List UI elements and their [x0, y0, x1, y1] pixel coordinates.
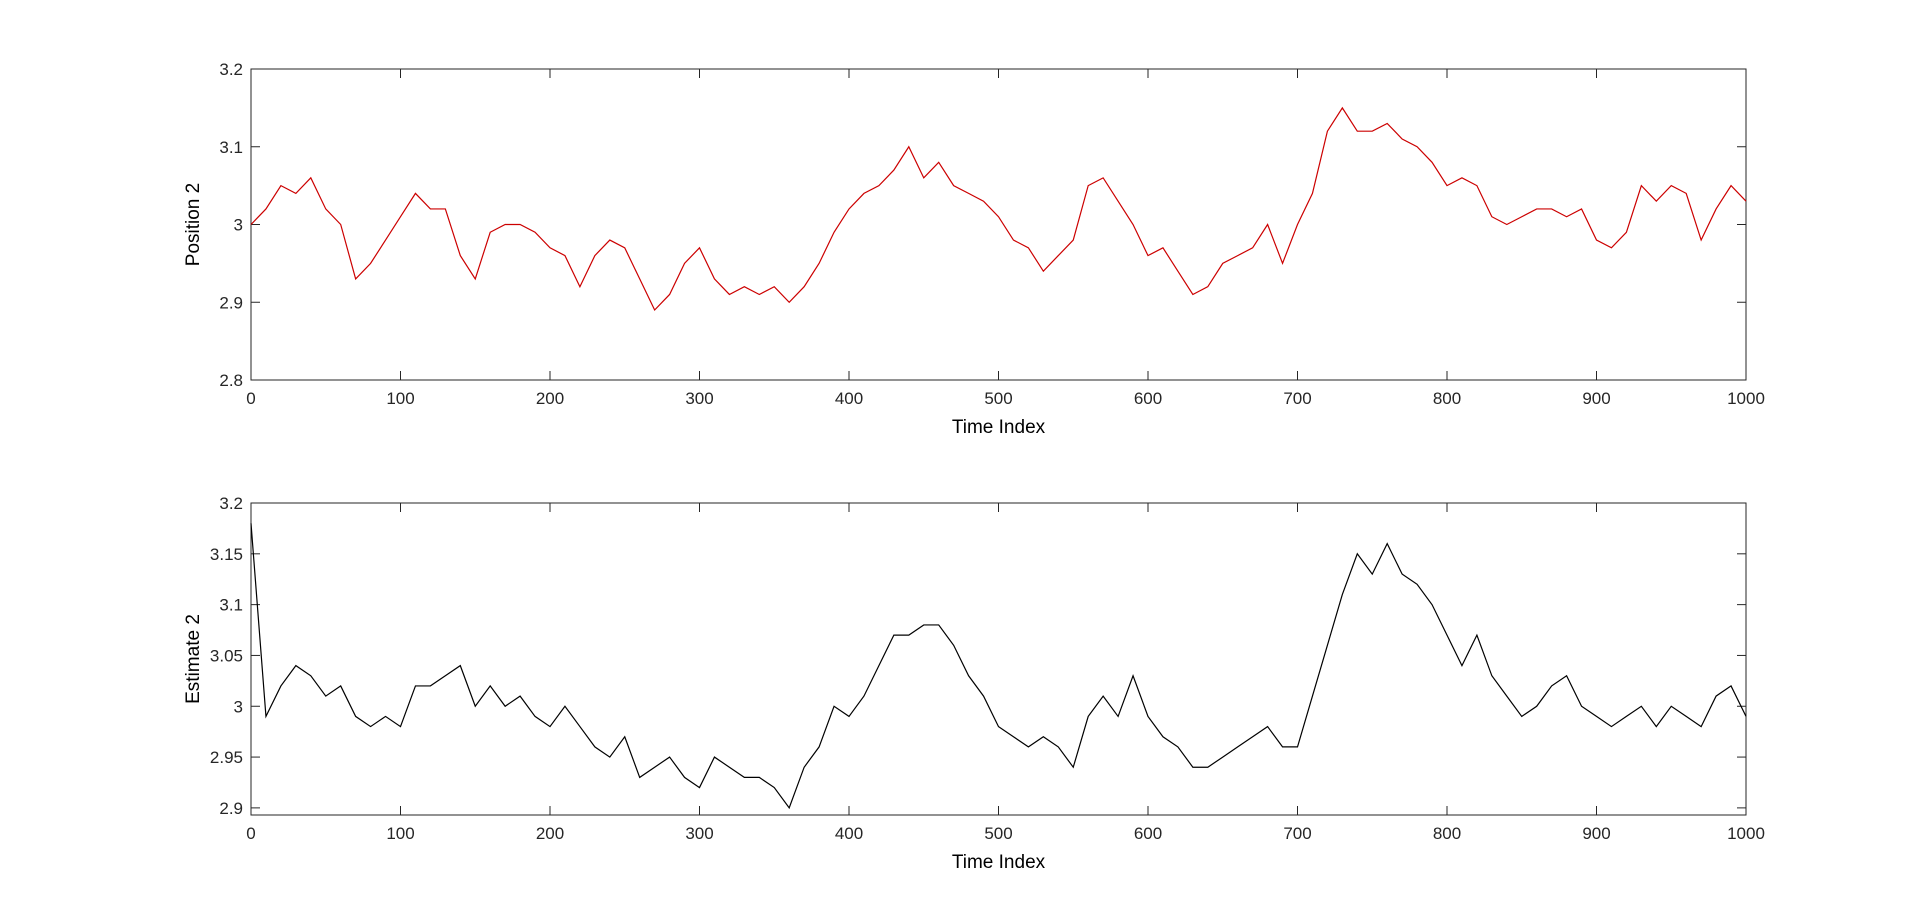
data-line — [250, 106, 1747, 312]
y-tick-label: 3.2 — [219, 60, 243, 79]
x-tick-label: 200 — [536, 824, 564, 843]
x-tick-label: 200 — [536, 389, 564, 408]
x-tick-label: 400 — [835, 824, 863, 843]
y-tick-label: 3.05 — [210, 646, 243, 665]
y-tick-label: 3.15 — [210, 545, 243, 564]
x-tick-label: 800 — [1433, 824, 1461, 843]
x-axis-label: Time Index — [952, 417, 1046, 438]
x-tick-label: 600 — [1134, 389, 1162, 408]
x-tick-label: 100 — [386, 389, 414, 408]
y-tick-label: 2.9 — [219, 293, 243, 312]
x-tick-label: 700 — [1283, 389, 1311, 408]
y-tick-label: 2.9 — [219, 799, 243, 818]
x-tick-label: 900 — [1582, 824, 1610, 843]
data-line — [250, 523, 1747, 810]
axes-box — [250, 502, 1747, 816]
x-tick-label: 600 — [1134, 824, 1162, 843]
x-tick-label: 400 — [835, 389, 863, 408]
x-tick-label: 500 — [984, 824, 1012, 843]
x-tick-label: 1000 — [1727, 389, 1765, 408]
x-tick-label: 100 — [386, 824, 414, 843]
x-tick-label: 0 — [246, 824, 255, 843]
x-tick-label: 700 — [1283, 824, 1311, 843]
y-axis-label: Estimate 2 — [183, 614, 204, 704]
x-axis-label: Time Index — [952, 852, 1046, 873]
y-tick-label: 3.1 — [219, 138, 243, 157]
x-tick-label: 900 — [1582, 389, 1610, 408]
x-tick-label: 500 — [984, 389, 1012, 408]
y-tick-label: 3 — [234, 216, 243, 235]
x-tick-label: 1000 — [1727, 824, 1765, 843]
x-tick-label: 800 — [1433, 389, 1461, 408]
x-tick-label: 0 — [246, 389, 255, 408]
y-tick-label: 2.95 — [210, 748, 243, 767]
y-tick-label: 3.1 — [219, 596, 243, 615]
x-tick-label: 300 — [685, 389, 713, 408]
x-tick-label: 300 — [685, 824, 713, 843]
y-tick-label: 3 — [234, 697, 243, 716]
y-tick-label: 2.8 — [219, 371, 243, 390]
y-tick-label: 3.2 — [219, 494, 243, 513]
axes-box — [250, 68, 1747, 381]
y-axis-label: Position 2 — [183, 183, 204, 266]
